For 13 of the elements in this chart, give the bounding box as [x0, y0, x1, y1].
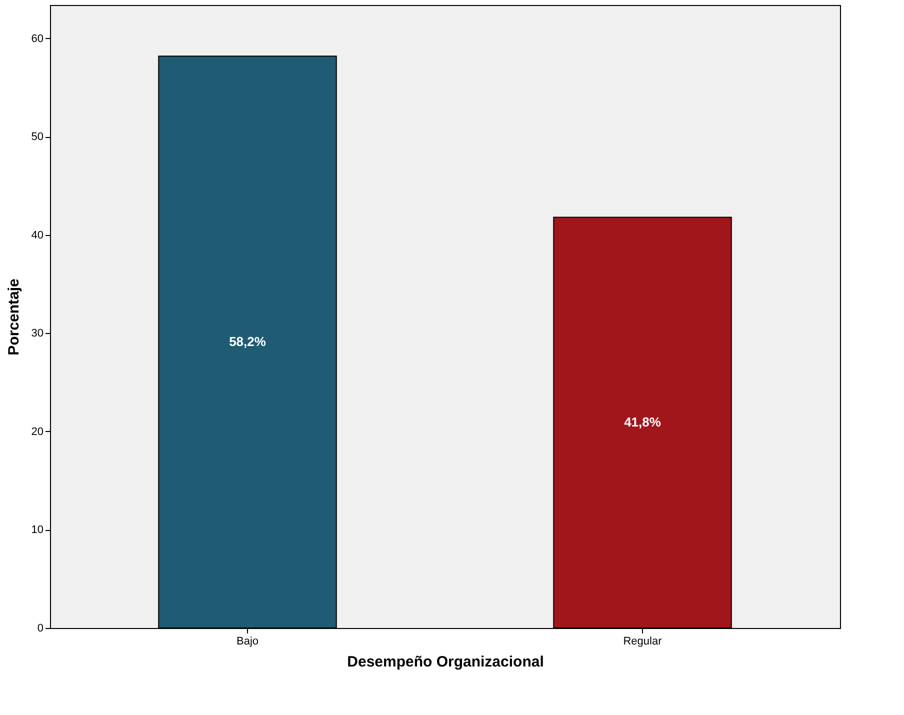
y-tick-label: 10	[31, 524, 44, 536]
y-axis-title: Porcentaje	[5, 278, 22, 356]
data-label: 41,8%	[624, 414, 662, 430]
y-tick-label: 40	[31, 229, 44, 242]
y-tick-label: 50	[31, 131, 44, 144]
y-tick-label: 20	[31, 426, 44, 438]
y-tick-label: 0	[37, 622, 44, 634]
x-axis-title: Desempeño Organizacional	[347, 654, 544, 670]
x-tick-label: Regular	[623, 636, 662, 648]
data-label: 58,2%	[229, 334, 266, 350]
y-tick-label: 30	[31, 328, 44, 340]
x-tick-label: Bajo	[236, 636, 259, 648]
y-tick-label: 60	[31, 32, 44, 45]
